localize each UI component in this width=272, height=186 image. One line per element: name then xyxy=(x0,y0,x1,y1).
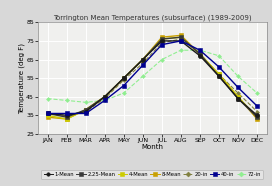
Title: Torrington Mean Temperatures (subsurface) (1989-2009): Torrington Mean Temperatures (subsurface… xyxy=(53,15,252,21)
X-axis label: Month: Month xyxy=(141,145,163,150)
Y-axis label: Temperature (deg F): Temperature (deg F) xyxy=(18,43,25,114)
Legend: 1-Mean, 2.25-Mean, 4-Mean, 8-Mean, 20-in, 40-in, 72-in: 1-Mean, 2.25-Mean, 4-Mean, 8-Mean, 20-in… xyxy=(41,170,263,179)
